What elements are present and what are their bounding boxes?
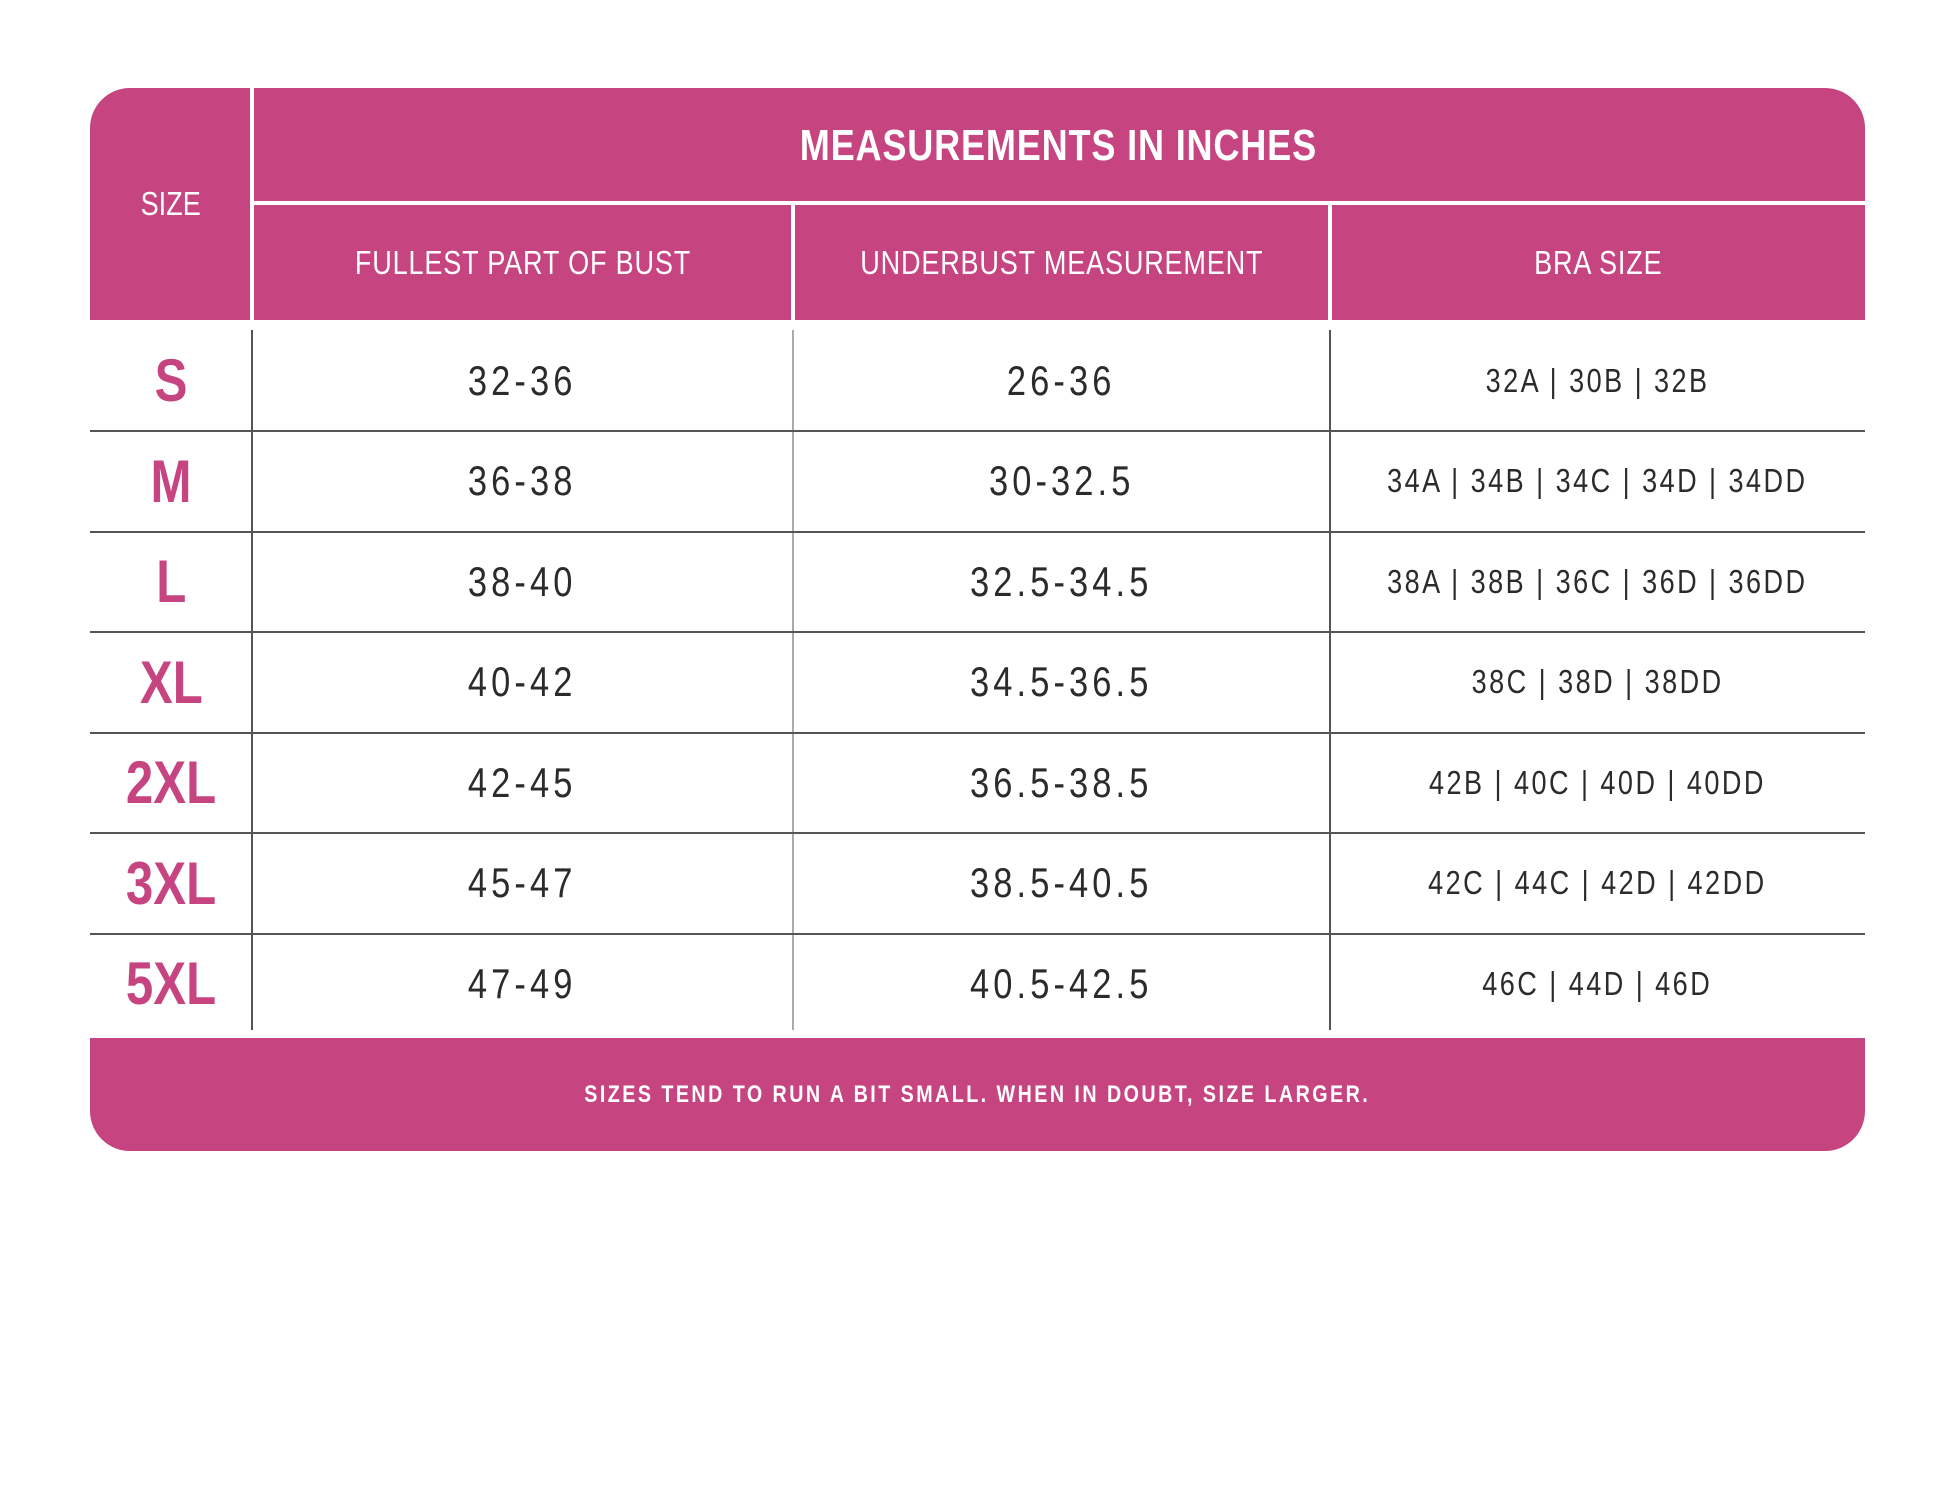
bust-cell: 42-45: [252, 732, 793, 833]
bra-size-cell-text: 38A | 38B | 36C | 36D | 36DD: [1387, 562, 1808, 600]
bust-cell: 36-38: [252, 431, 793, 532]
table-row: L 38-40 32.5-34.5 38A | 38B | 36C | 36D | 3…: [90, 531, 1865, 632]
table-title: MEASUREMENTS IN INCHES: [252, 88, 1865, 203]
column-header-bust: FULLEST PART OF BUST: [254, 206, 791, 320]
underbust-cell: 40.5-42.5: [793, 933, 1330, 1034]
bust-cell-text: 36-38: [468, 457, 577, 504]
underbust-cell: 26-36: [793, 330, 1330, 431]
size-cell: M: [90, 431, 252, 532]
size-cell-text: L: [155, 548, 187, 615]
footer-note: SIZES TEND TO RUN A BIT SMALL. WHEN IN D…: [584, 1080, 1371, 1108]
column-divider: [792, 330, 794, 1030]
size-cell-text: XL: [139, 648, 203, 716]
bra-size-cell-text: 38C | 38D | 38DD: [1471, 663, 1724, 700]
column-divider: [1329, 330, 1331, 1030]
table-title-text: MEASUREMENTS IN INCHES: [799, 120, 1318, 170]
column-divider: [251, 330, 253, 1030]
size-cell: 5XL: [90, 933, 252, 1034]
underbust-cell-text: 38.5-40.5: [970, 859, 1153, 906]
bra-size-cell-text: 46C | 44D | 46D: [1482, 964, 1713, 1002]
size-cell: L: [90, 531, 252, 632]
size-cell: 2XL: [90, 732, 252, 833]
underbust-cell-text: 36.5-38.5: [970, 758, 1153, 806]
table-header: MEASUREMENTS IN INCHES SIZE FULLEST PART…: [90, 88, 1865, 320]
bust-cell-text: 40-42: [468, 658, 577, 705]
column-header-text: BRA SIZE: [1534, 244, 1663, 281]
column-header-underbust: UNDERBUST MEASUREMENT: [795, 206, 1328, 320]
bra-size-cell-text: 32A | 30B | 32B: [1485, 361, 1710, 399]
size-column-header-text: SIZE: [140, 185, 202, 222]
bust-cell: 40-42: [252, 632, 793, 733]
bra-size-cell-text: 34A | 34B | 34C | 34D | 34DD: [1387, 462, 1808, 499]
underbust-cell: 30-32.5: [793, 431, 1330, 532]
size-cell-text: S: [154, 347, 188, 414]
underbust-cell: 38.5-40.5: [793, 833, 1330, 934]
table-row: M 36-38 30-32.5 34A | 34B | 34C | 34D | 34D…: [90, 431, 1865, 532]
column-header-bra-size: BRA SIZE: [1332, 206, 1865, 320]
underbust-cell-text: 40.5-42.5: [970, 959, 1153, 1007]
underbust-cell-text: 34.5-36.5: [970, 658, 1153, 705]
table-footer: SIZES TEND TO RUN A BIT SMALL. WHEN IN D…: [90, 1038, 1865, 1151]
bust-cell-text: 32-36: [468, 356, 577, 404]
bust-cell: 32-36: [252, 330, 793, 431]
row-divider: [90, 530, 1865, 533]
table-row: XL 40-42 34.5-36.5 38C | 38D | 38DD: [90, 632, 1865, 733]
bra-size-cell: 32A | 30B | 32B: [1330, 330, 1865, 431]
header-divider: [1328, 203, 1332, 320]
bra-size-cell-text: 42B | 40C | 40D | 40DD: [1429, 763, 1766, 801]
bust-cell-text: 45-47: [468, 859, 577, 906]
header-divider: [791, 203, 795, 320]
table-row: 3XL 45-47 38.5-40.5 42C | 44C | 42D | 42DD: [90, 833, 1865, 934]
column-header-text: UNDERBUST MEASUREMENT: [859, 244, 1264, 281]
underbust-cell-text: 26-36: [1007, 356, 1116, 404]
bra-size-cell: 38C | 38D | 38DD: [1330, 632, 1865, 733]
bust-cell: 38-40: [252, 531, 793, 632]
bust-cell-text: 38-40: [468, 557, 577, 605]
size-cell-text: M: [150, 447, 192, 515]
underbust-cell: 34.5-36.5: [793, 632, 1330, 733]
underbust-cell: 32.5-34.5: [793, 531, 1330, 632]
table-row: S 32-36 26-36 32A | 30B | 32B: [90, 330, 1865, 431]
bust-cell-text: 42-45: [468, 758, 577, 806]
row-divider: [90, 731, 1865, 734]
table-row: 2XL 42-45 36.5-38.5 42B | 40C | 40D | 40DD: [90, 732, 1865, 833]
column-header-text: FULLEST PART OF BUST: [354, 244, 691, 281]
row-divider: [90, 430, 1865, 432]
bra-size-cell: 46C | 44D | 46D: [1330, 933, 1865, 1034]
underbust-cell-text: 32.5-34.5: [970, 557, 1153, 605]
bra-size-cell: 38A | 38B | 36C | 36D | 36DD: [1330, 531, 1865, 632]
size-cell: XL: [90, 632, 252, 733]
size-column-header: SIZE: [90, 88, 252, 320]
bust-cell: 45-47: [252, 833, 793, 934]
header-divider: [252, 201, 1865, 205]
size-cell-text: 3XL: [125, 849, 217, 917]
underbust-cell-text: 30-32.5: [988, 457, 1135, 504]
bra-size-cell: 42B | 40C | 40D | 40DD: [1330, 732, 1865, 833]
bra-size-cell-text: 42C | 44C | 42D | 42DD: [1428, 864, 1767, 901]
size-cell: S: [90, 330, 252, 431]
row-divider: [90, 832, 1865, 834]
row-divider: [90, 631, 1865, 633]
bust-cell-text: 47-49: [468, 959, 577, 1007]
underbust-cell: 36.5-38.5: [793, 732, 1330, 833]
bra-size-cell: 42C | 44C | 42D | 42DD: [1330, 833, 1865, 934]
size-cell-text: 2XL: [125, 749, 217, 816]
row-divider: [90, 932, 1865, 935]
bust-cell: 47-49: [252, 933, 793, 1034]
size-cell: 3XL: [90, 833, 252, 934]
size-cell-text: 5XL: [125, 950, 217, 1017]
bra-size-cell: 34A | 34B | 34C | 34D | 34DD: [1330, 431, 1865, 532]
table-row: 5XL 47-49 40.5-42.5 46C | 44D | 46D: [90, 933, 1865, 1034]
